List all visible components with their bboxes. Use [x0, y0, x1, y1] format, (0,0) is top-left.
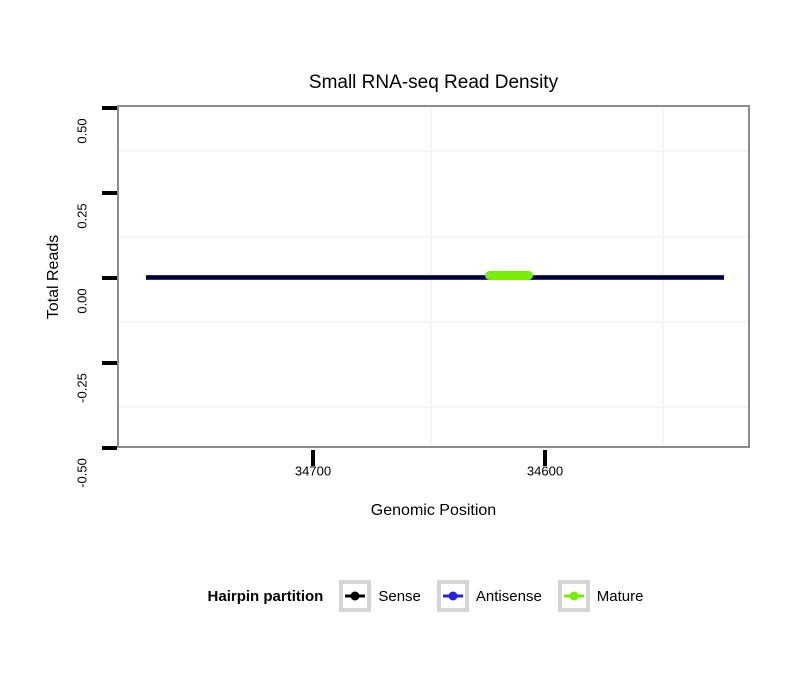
- legend-label: Sense: [378, 587, 421, 605]
- y-axis-title: Total Reads: [45, 234, 62, 320]
- legend-item-sense: Sense: [339, 580, 437, 612]
- legend-label: Antisense: [475, 587, 542, 605]
- legend-key-box: [436, 580, 469, 612]
- gridline-minor-horizontal: [119, 236, 748, 238]
- mature-mirna-segment: [485, 271, 533, 280]
- y-tick-label: 0.25: [74, 203, 90, 229]
- x-tick-mark: [543, 450, 547, 466]
- legend-key-box: [557, 580, 590, 612]
- legend-item-mature: Mature: [557, 580, 660, 612]
- legend-point-icon: [448, 591, 458, 601]
- y-tick-label: 0.50: [74, 118, 90, 144]
- y-tick-label: -0.25: [74, 373, 90, 403]
- y-tick-mark: [102, 446, 117, 450]
- y-tick-label: 0.00: [74, 288, 90, 314]
- x-axis-title: Genomic Position: [370, 502, 497, 519]
- gridline-minor-horizontal: [119, 321, 748, 323]
- sense-read-density-line: [146, 276, 724, 279]
- legend-item-antisense: Antisense: [436, 580, 558, 612]
- plot-title: Small RNA-seq Read Density: [308, 72, 559, 93]
- y-tick-mark: [102, 106, 117, 110]
- y-tick-mark: [102, 276, 117, 280]
- legend-key-box: [339, 580, 372, 612]
- y-tick-mark: [102, 191, 117, 195]
- legend-title: Hairpin partition: [207, 587, 324, 605]
- y-tick-label: -0.50: [74, 458, 90, 488]
- gridline-minor-horizontal: [119, 150, 748, 152]
- x-tick-label: 34600: [526, 463, 564, 479]
- y-tick-mark: [102, 361, 117, 365]
- x-tick-mark: [311, 450, 315, 466]
- legend-label: Mature: [596, 587, 644, 605]
- legend-point-icon: [350, 591, 360, 601]
- plot-panel: [117, 105, 750, 448]
- x-tick-label: 34700: [294, 463, 332, 479]
- legend-point-icon: [569, 591, 579, 601]
- legend: Hairpin partition Sense Antisense Mature: [117, 580, 750, 612]
- gridline-minor-horizontal: [119, 406, 748, 408]
